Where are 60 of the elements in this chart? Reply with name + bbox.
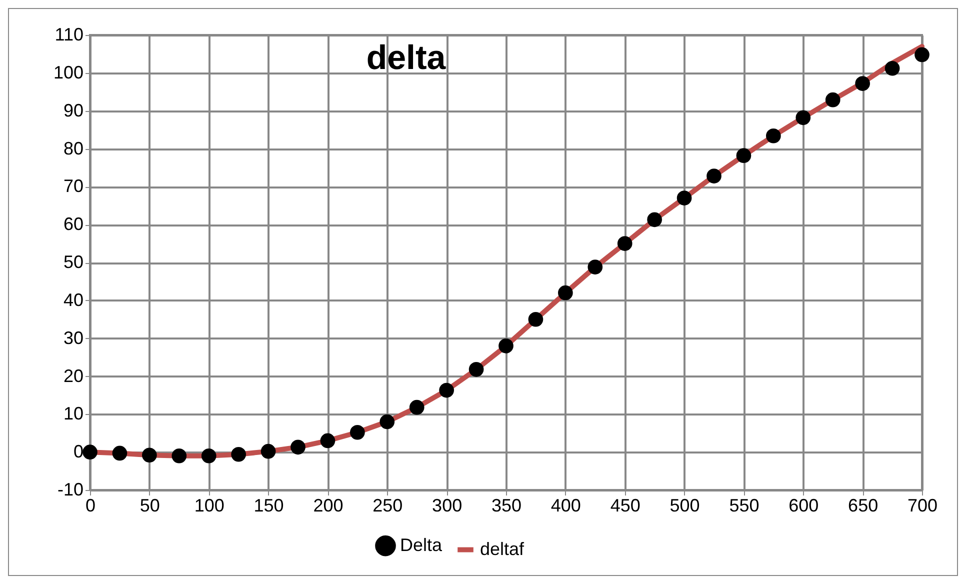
point (766, 128, 781, 144)
x-tick-label: 550 (729, 496, 760, 516)
y-tick-label: 30 (63, 328, 84, 348)
y-tick-label: 40 (63, 290, 84, 310)
point (320, 433, 336, 448)
point (468, 362, 484, 377)
x-tick-label: 0 (85, 496, 96, 516)
y-tick-label: 100 (53, 62, 84, 82)
x-tick-label: 600 (788, 496, 819, 516)
point (201, 448, 216, 464)
legend-label: Delta (400, 534, 444, 555)
point (647, 212, 662, 228)
y-tick-label: 0 (73, 442, 84, 462)
x-tick-label: 100 (194, 496, 224, 516)
x-tick-label: 350 (491, 496, 522, 516)
point (142, 448, 157, 463)
y-tick-label: 60 (63, 214, 84, 234)
x-tick-label: 400 (550, 496, 581, 516)
point (82, 444, 98, 460)
point (350, 424, 365, 440)
y-tick-label: 110 (54, 24, 84, 44)
y-tick-label: 70 (63, 176, 84, 196)
point (914, 47, 930, 62)
point (558, 285, 573, 300)
point (884, 60, 900, 76)
x-tick-label: 50 (140, 496, 160, 516)
legend-label: deltaf (480, 538, 526, 559)
point (736, 148, 752, 163)
x-tick-label: 250 (372, 496, 403, 516)
x-tick-label: 200 (313, 496, 344, 516)
point (498, 338, 514, 354)
x-tick-label: 700 (907, 496, 938, 516)
y-tick-label: 10 (63, 404, 84, 424)
point (676, 190, 692, 206)
point (825, 92, 840, 108)
point (588, 260, 603, 274)
point (796, 110, 811, 126)
y-tick-label: 80 (63, 138, 84, 158)
point (231, 446, 246, 462)
point (112, 446, 128, 461)
point (706, 168, 722, 184)
y-tick-label: 50 (63, 252, 84, 272)
x-tick-label: 150 (254, 496, 284, 516)
point (380, 414, 395, 430)
x-tick-label: 450 (610, 496, 640, 516)
point (260, 444, 276, 459)
chart-title: delta (366, 39, 447, 77)
y-tick-label: -10 (57, 480, 84, 500)
point (290, 440, 306, 455)
point (439, 382, 454, 398)
point (528, 312, 544, 327)
point (855, 76, 870, 91)
y-tick-label: 20 (63, 366, 84, 386)
y-tick-label: 90 (63, 100, 84, 120)
point (617, 236, 632, 251)
point (172, 448, 187, 464)
x-tick-label: 650 (848, 496, 878, 516)
x-tick-label: 500 (670, 496, 700, 516)
x-tick-label: 300 (432, 496, 462, 516)
point (409, 400, 424, 415)
